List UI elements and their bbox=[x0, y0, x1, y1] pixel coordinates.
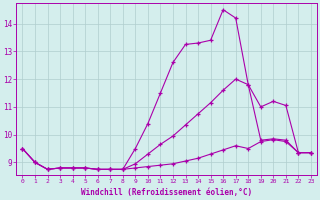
X-axis label: Windchill (Refroidissement éolien,°C): Windchill (Refroidissement éolien,°C) bbox=[81, 188, 252, 197]
